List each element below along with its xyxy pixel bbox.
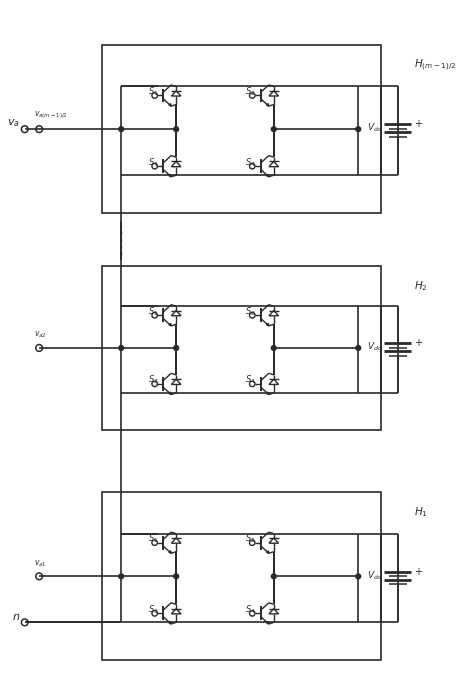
Text: $S_4$: $S_4$ (245, 156, 256, 168)
Text: +: + (414, 338, 422, 348)
Polygon shape (267, 551, 269, 553)
Text: $H_2$: $H_2$ (414, 279, 428, 292)
Text: $S_2$: $S_2$ (245, 533, 256, 545)
Text: $V_{dc}$: $V_{dc}$ (367, 569, 383, 581)
Polygon shape (267, 392, 269, 394)
Circle shape (271, 127, 276, 132)
Text: $S_3$: $S_3$ (148, 604, 158, 616)
Bar (102, 266, 381, 430)
Text: $v_{a2}$: $v_{a2}$ (34, 330, 47, 340)
Polygon shape (267, 324, 269, 326)
Polygon shape (267, 104, 269, 106)
Text: $S_2$: $S_2$ (245, 305, 256, 318)
Polygon shape (169, 324, 171, 326)
Circle shape (356, 127, 361, 132)
Polygon shape (169, 622, 171, 624)
Text: $S_4$: $S_4$ (245, 604, 256, 616)
Circle shape (271, 346, 276, 351)
Polygon shape (169, 392, 171, 394)
Circle shape (356, 346, 361, 351)
Text: $S_3$: $S_3$ (148, 374, 158, 387)
Text: $V_{dc}$: $V_{dc}$ (367, 122, 383, 134)
Polygon shape (169, 175, 171, 177)
Text: +: + (414, 119, 422, 130)
Text: $S_1$: $S_1$ (148, 533, 158, 545)
Circle shape (174, 346, 178, 351)
Circle shape (271, 574, 276, 579)
Text: $H_{(m-1)/2}$: $H_{(m-1)/2}$ (414, 58, 456, 73)
Text: $S_1$: $S_1$ (148, 85, 158, 98)
Circle shape (174, 574, 178, 579)
Circle shape (356, 574, 361, 579)
Text: $V_{dc}$: $V_{dc}$ (367, 341, 383, 353)
Circle shape (119, 346, 124, 351)
Bar (102, 45, 381, 213)
Circle shape (119, 574, 124, 579)
Text: $n$: $n$ (12, 612, 20, 622)
Text: $S_4$: $S_4$ (245, 374, 256, 387)
Text: +: + (414, 567, 422, 577)
Text: $v_{a(m-1)/2}$: $v_{a(m-1)/2}$ (34, 109, 68, 121)
Text: $S_2$: $S_2$ (245, 85, 256, 98)
Text: $H_1$: $H_1$ (414, 505, 428, 519)
Polygon shape (169, 551, 171, 553)
Circle shape (119, 127, 124, 132)
Text: $v_a$: $v_a$ (7, 118, 20, 130)
Text: $S_1$: $S_1$ (148, 305, 158, 318)
Polygon shape (169, 104, 171, 106)
Polygon shape (267, 622, 269, 624)
Circle shape (174, 127, 178, 132)
Text: $S_3$: $S_3$ (148, 156, 158, 168)
Polygon shape (267, 175, 269, 177)
Text: $v_{a1}$: $v_{a1}$ (34, 558, 47, 569)
Bar (102, 492, 381, 660)
